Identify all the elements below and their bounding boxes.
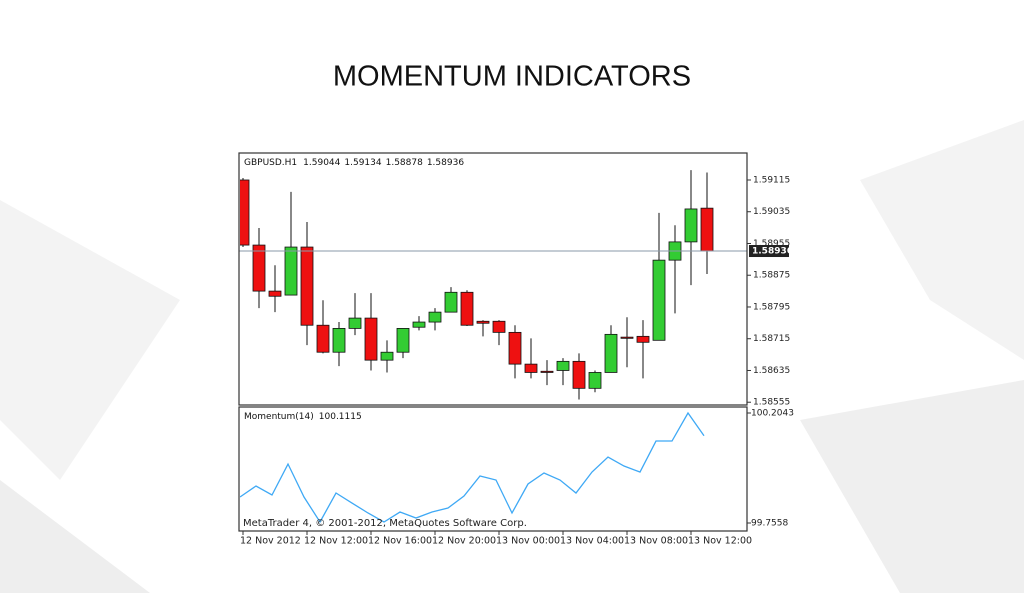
y-tick-label: 99.7558 [751,519,788,529]
bg-shape [0,480,150,593]
chart-area [239,153,747,531]
current-price-label: 1.58936 [752,247,793,257]
indicator-header: Momentum(14) 100.1115 [244,412,362,422]
watermark: MetaTrader 4, © 2001-2012, MetaQuotes So… [243,518,527,529]
background-pattern [0,120,1024,593]
y-tick-label: 1.58875 [753,271,790,281]
indicator-name: Momentum(14) [244,412,314,422]
candle-body [652,259,666,341]
candle-body [492,320,506,333]
candle-body [240,179,250,246]
header-low: 1.58878 [386,158,423,168]
symbol-header: GBPUSD.H1 1.59044 1.59134 1.58878 1.58936 [244,158,464,168]
y-tick-label: 1.58555 [753,398,790,408]
main-panel-frame [238,152,748,406]
candle-body [572,360,586,389]
candle-body [364,317,378,361]
candle-body [284,246,298,296]
candle-body [444,291,458,313]
x-tick-label: 12 Nov 2012 [240,536,301,547]
momentum-panel-frame [238,406,748,532]
bg-shape [800,380,1024,593]
candles [240,170,714,400]
header-high: 1.59134 [344,158,381,168]
x-tick-label: 13 Nov 04:00 [560,536,624,547]
candle-body [412,321,426,328]
x-tick-label: 13 Nov 12:00 [688,536,752,547]
bg-shape [0,200,180,480]
candle-body [332,328,346,353]
symbol: GBPUSD.H1 [244,158,297,168]
momentum-line [240,411,705,524]
chart: 1.59115 1.59035 1.58955 1.58875 1.58795 1.587… [239,170,794,547]
candle-body [540,370,554,373]
candle-body [508,331,522,365]
bg-shape [860,120,1024,360]
candle-body [380,351,394,361]
x-tick-label: 12 Nov 20:00 [432,536,496,547]
candle-body [620,336,634,339]
candle-body [396,328,410,353]
candle-body [556,360,570,371]
y-tick-label: 1.59035 [753,207,790,217]
y-tick-label: 100.2043 [751,409,794,419]
candle-body [428,311,442,323]
header-close: 1.58936 [427,158,464,168]
slide-title: MOMENTUM INDICATORS [333,61,691,93]
y-tick-label: 1.58955 [753,239,790,249]
y-tick-label: 1.58715 [753,334,790,344]
candle-body [460,291,474,326]
x-tick-label: 12 Nov 16:00 [368,536,432,547]
candle-body [252,244,266,292]
candle-body [476,320,490,324]
candle-body [348,317,362,329]
candle-body [300,246,314,326]
candle-body [588,372,602,389]
y-tick-label: 1.59115 [753,175,790,185]
candle-body [604,333,618,373]
y-tick-label: 1.58635 [753,366,790,376]
candle-body [268,290,282,297]
header-open: 1.59044 [303,158,340,168]
indicator-value: 100.1115 [319,412,362,422]
x-tick-label: 12 Nov 12:00 [304,536,368,547]
x-tick-label: 13 Nov 00:00 [496,536,560,547]
candle-body [700,207,714,252]
candle-body [636,335,650,343]
candle-body [524,363,538,373]
current-price-box [749,245,789,258]
candle-body [316,324,330,353]
y-tick-label: 1.58795 [753,302,790,312]
candle-body [684,208,698,243]
x-tick-label: 13 Nov 08:00 [624,536,688,547]
